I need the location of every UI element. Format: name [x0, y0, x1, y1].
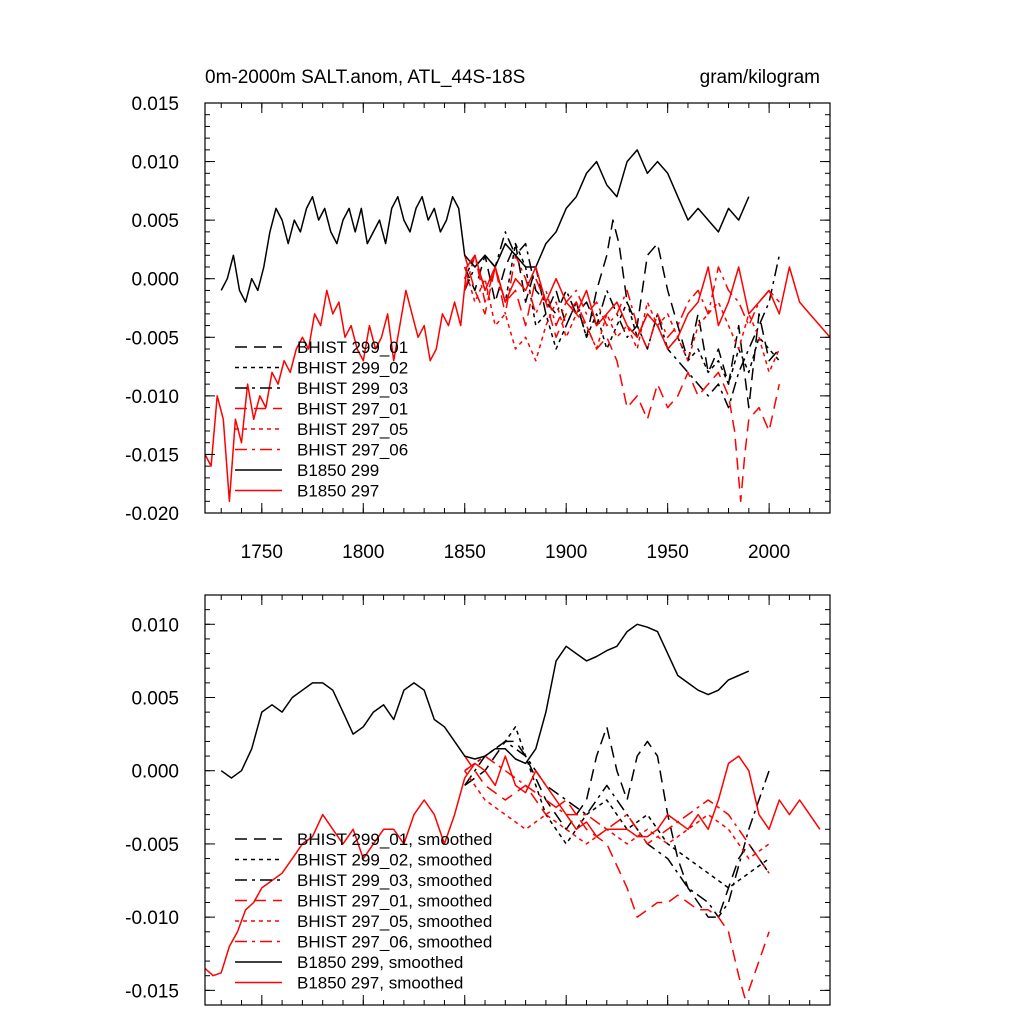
top-legend-label: BHIST 297_06 — [297, 441, 408, 460]
top-panel: 0m-2000m SALT.anom, ATL_44S-18S gram/kil… — [125, 67, 831, 563]
bottom-series-line-2 — [464, 740, 770, 918]
top-series-lines — [205, 149, 830, 503]
bottom-legend-label: BHIST 297_05, smoothed — [297, 912, 492, 931]
top-series-line-3 — [463, 255, 781, 503]
bottom-series-line-6 — [220, 623, 750, 779]
top-series-line-7 — [205, 254, 830, 503]
bottom-panel: -0.015 -0.010 -0.005 0.000 0.005 0.010 BHIST … — [125, 594, 831, 1006]
top-ytick-label: -0.005 — [125, 328, 179, 349]
bottom-ytick-label: -0.010 — [125, 908, 179, 929]
top-series-line-5 — [463, 254, 780, 350]
bottom-series-line-4 — [464, 770, 770, 860]
bottom-series-line-5 — [464, 755, 770, 874]
bottom-series-line-3 — [464, 755, 770, 999]
top-ytick-label: 0.015 — [131, 94, 179, 115]
bottom-legend-label: BHIST 299_03, smoothed — [297, 871, 492, 890]
bottom-ytick-label: -0.015 — [125, 981, 179, 1002]
bottom-axes: -0.015 -0.010 -0.005 0.000 0.005 0.010 — [125, 594, 831, 1006]
top-xtick-label: 2000 — [748, 542, 790, 563]
bottom-legend: BHIST 299_01, smoothed BHIST 299_02, smoo… — [235, 830, 492, 993]
bottom-legend-label: B1850 297, smoothed — [297, 974, 463, 993]
top-ytick-label: -0.020 — [125, 504, 179, 525]
top-series-line-6 — [220, 149, 750, 303]
top-axes: -0.020 -0.015 -0.010 -0.005 0.000 0.005 0.010 0… — [125, 94, 831, 563]
bottom-ytick-label: 0.005 — [131, 689, 179, 710]
top-series-line-1 — [464, 242, 780, 385]
bottom-series-line-0 — [464, 726, 770, 918]
units-label: gram/kilogram — [700, 67, 820, 88]
bottom-series-lines — [205, 623, 821, 999]
bottom-plot-frame — [204, 594, 831, 1006]
bottom-legend-label: B1850 299, smoothed — [297, 953, 463, 972]
top-xtick-label: 1850 — [444, 542, 486, 563]
top-legend-label: BHIST 297_01 — [297, 400, 408, 419]
bottom-legend-label: BHIST 299_02, smoothed — [297, 851, 492, 870]
bottom-legend-label: BHIST 297_06, smoothed — [297, 933, 492, 952]
top-xtick-label: 1800 — [342, 542, 384, 563]
bottom-series-line-1 — [464, 726, 770, 889]
top-ytick-label: 0.005 — [131, 211, 179, 232]
bottom-ytick-label: 0.010 — [131, 615, 179, 636]
top-legend-label: B1850 297 — [297, 482, 379, 501]
top-ytick-label: -0.010 — [125, 387, 179, 408]
top-series-line-4 — [463, 266, 780, 374]
top-xtick-label: 1750 — [241, 542, 283, 563]
top-legend-label: BHIST 299_03 — [297, 379, 408, 398]
top-legend-label: BHIST 297_05 — [297, 420, 408, 439]
bottom-legend-label: BHIST 297_01, smoothed — [297, 892, 492, 911]
bottom-ytick-label: 0.000 — [131, 762, 179, 783]
bottom-ytick-label: -0.005 — [125, 835, 179, 856]
top-legend-label: BHIST 299_02 — [297, 359, 408, 378]
top-legend-label: B1850 299 — [297, 461, 379, 480]
top-legend-label: BHIST 299_01 — [297, 338, 408, 357]
top-series-line-2 — [464, 231, 781, 409]
bottom-series-line-7 — [205, 755, 821, 977]
bottom-legend-label: BHIST 299_01, smoothed — [297, 830, 492, 849]
top-xtick-label: 1950 — [647, 542, 689, 563]
top-xtick-label: 1900 — [545, 542, 587, 563]
chart-title: 0m-2000m SALT.anom, ATL_44S-18S — [205, 67, 525, 88]
top-ytick-label: 0.010 — [131, 153, 179, 174]
top-ytick-label: 0.000 — [131, 270, 179, 291]
top-ytick-label: -0.015 — [125, 445, 179, 466]
top-plot-frame — [204, 102, 831, 514]
